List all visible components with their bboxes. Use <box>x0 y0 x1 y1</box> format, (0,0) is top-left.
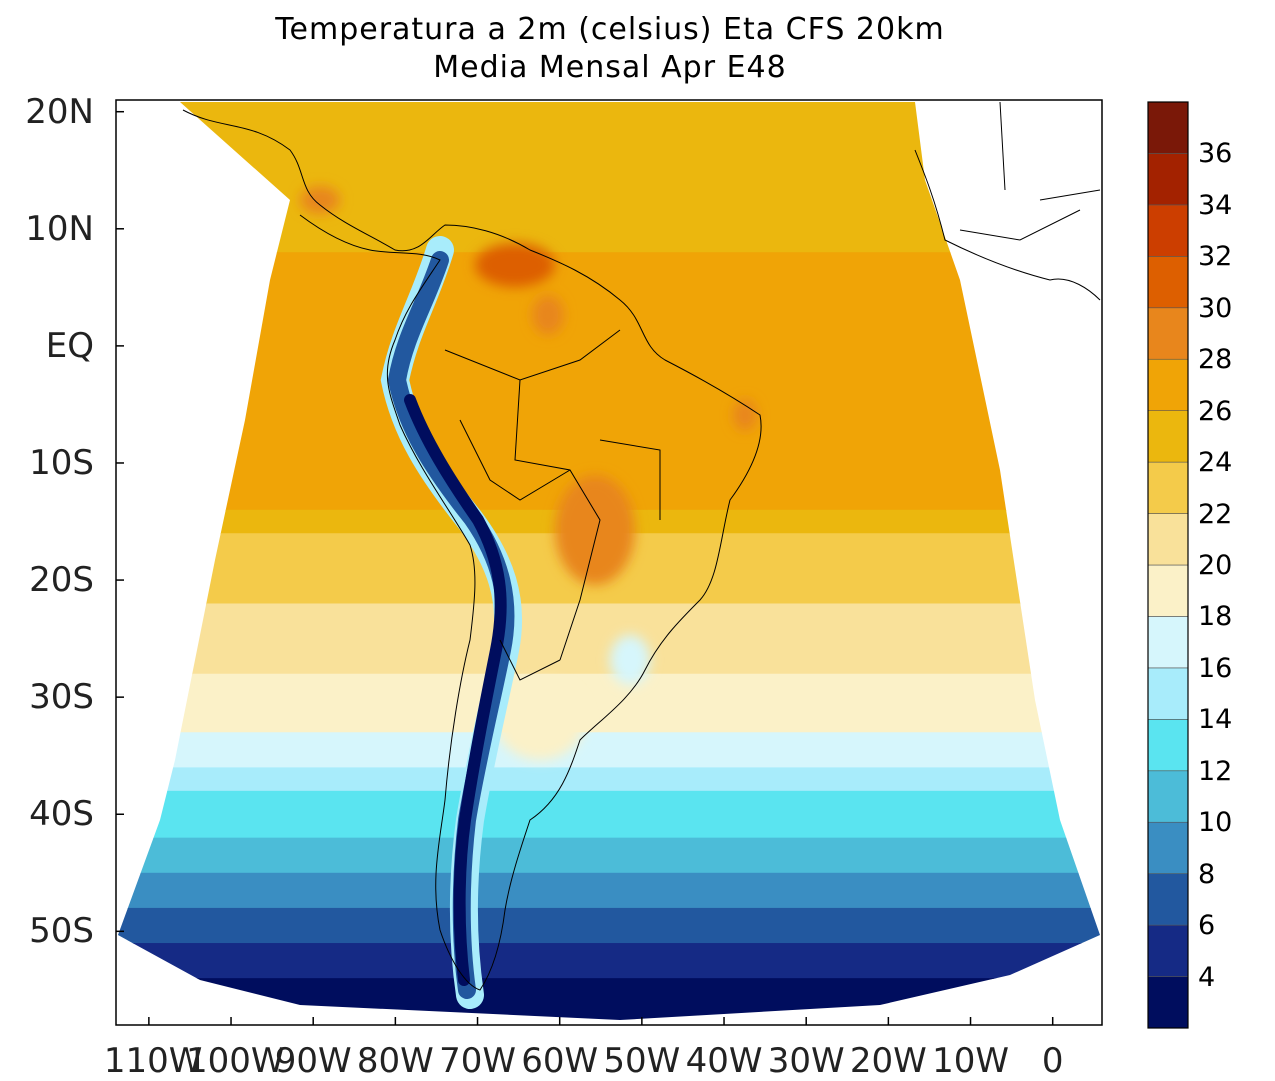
colorbar-label: 10 <box>1198 807 1233 839</box>
colorbar-swatch <box>1147 770 1189 823</box>
colorbar-swatch <box>1147 667 1189 720</box>
patch-venezuela <box>475 243 555 287</box>
lon-label: 80W <box>356 1041 434 1081</box>
patch-south-brazil <box>610 635 650 685</box>
lon-label: 70W <box>439 1041 516 1081</box>
colorbar-swatch <box>1147 564 1189 617</box>
colorbar-swatch <box>1147 461 1189 514</box>
lon-label: 50W <box>603 1041 681 1081</box>
colorbar-label: 4 <box>1198 961 1216 993</box>
colorbar-frame <box>1147 101 1189 1029</box>
lat-label: EQ <box>45 325 94 366</box>
axis-ticks <box>116 110 1054 1025</box>
colorbar-swatch <box>1147 153 1189 206</box>
colorbar-label: 16 <box>1198 652 1233 684</box>
lat-label: 30S <box>29 677 94 718</box>
plot-frame <box>115 99 1103 1026</box>
colorbar-swatch <box>1147 410 1189 463</box>
colorbar-label: 6 <box>1198 910 1216 942</box>
patch-guyana <box>532 295 564 335</box>
lat-label: 20N <box>25 91 94 132</box>
patch-central-america <box>300 186 340 214</box>
temperature-band <box>118 673 1100 734</box>
colorbar-swatch <box>1147 307 1189 360</box>
colorbar-label: 24 <box>1198 447 1233 479</box>
colorbar-label: 34 <box>1198 189 1233 221</box>
africa-borders <box>959 101 1101 241</box>
colorbar-label: 26 <box>1198 395 1233 427</box>
lon-label: 100W <box>186 1041 285 1081</box>
lat-label: 50S <box>29 911 94 952</box>
temperature-band <box>118 872 1100 909</box>
colorbar-swatch <box>1147 924 1189 977</box>
colorbar-label: 12 <box>1198 755 1233 787</box>
lon-label: 40W <box>685 1041 763 1081</box>
lat-label: 10S <box>29 442 94 483</box>
colorbar-swatch <box>1147 719 1189 772</box>
temperature-band <box>118 732 1100 769</box>
colorbar <box>1147 101 1189 1029</box>
colorbar-swatch <box>1147 873 1189 926</box>
africa-coast <box>914 149 1101 301</box>
south-america-coast <box>182 109 762 991</box>
warm-patches <box>300 186 757 760</box>
patch-northeast <box>733 399 757 431</box>
temperature-band <box>118 943 1100 980</box>
lon-label: 30W <box>767 1041 845 1081</box>
temperature-band <box>118 252 1100 511</box>
colorbar-label: 14 <box>1198 704 1233 736</box>
temperature-band <box>118 767 1100 792</box>
country-borders <box>444 329 661 681</box>
lat-label: 10N <box>25 208 94 249</box>
temperature-band <box>118 837 1100 874</box>
colorbar-label: 8 <box>1198 858 1216 890</box>
lon-label: 60W <box>521 1041 599 1081</box>
colorbar-label: 30 <box>1198 292 1233 324</box>
colorbar-swatch <box>1147 616 1189 669</box>
colorbar-label: 22 <box>1198 498 1233 530</box>
colorbar-label: 20 <box>1198 550 1233 581</box>
temperature-band <box>118 603 1100 675</box>
lat-label: 20S <box>29 560 94 601</box>
temperature-band <box>118 907 1100 945</box>
colorbar-swatch <box>1147 101 1189 154</box>
colorbar-swatch <box>1147 358 1189 411</box>
colorbar-swatch <box>1147 204 1189 257</box>
colorbar-label: 28 <box>1198 344 1233 376</box>
lon-label: 110W <box>103 1041 203 1081</box>
lon-label: 90W <box>274 1041 352 1081</box>
patch-mato-grosso <box>555 475 635 585</box>
andes-cold-ridge <box>380 236 522 1009</box>
chart-title: Temperatura a 2m (celsius) Eta CFS 20km <box>275 12 945 47</box>
colorbar-label: 36 <box>1198 138 1233 170</box>
colorbar-swatch <box>1147 976 1189 1029</box>
chart-subtitle: Media Mensal Apr E48 <box>433 50 787 85</box>
colorbar-swatch <box>1147 256 1189 309</box>
lon-label: 20W <box>849 1041 927 1081</box>
coastlines <box>182 101 1101 991</box>
colorbar-label: 18 <box>1198 601 1233 633</box>
temperature-band <box>118 790 1100 839</box>
lon-label: 0 <box>1041 1041 1064 1081</box>
lat-label: 40S <box>29 794 94 835</box>
colorbar-label: 32 <box>1198 241 1233 273</box>
patch-pampas <box>495 680 585 760</box>
lon-label: 10W <box>932 1041 1009 1081</box>
colorbar-swatch <box>1147 821 1189 874</box>
colorbar-swatch <box>1147 513 1189 566</box>
andes-core <box>404 394 507 986</box>
